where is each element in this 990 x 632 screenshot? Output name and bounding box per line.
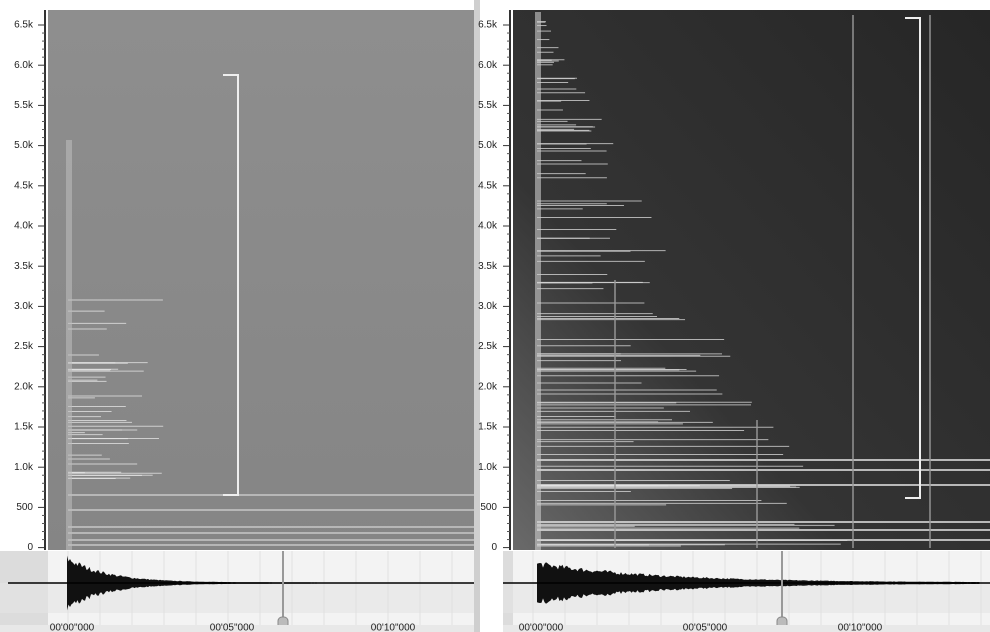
time-label: 00'10"000 — [371, 623, 416, 632]
y-tick-label: 2.5k — [478, 341, 498, 352]
y-tick-label: 3.5k — [478, 261, 498, 272]
y-tick-label: 4.5k — [478, 180, 498, 191]
y-tick-label: 5.5k — [478, 100, 498, 111]
y-tick-label: 5.5k — [14, 100, 34, 111]
time-label: 00'00"000 — [519, 623, 564, 632]
y-tick-label: 5.0k — [14, 140, 34, 151]
y-tick-label: 4.5k — [14, 180, 34, 191]
y-tick-label: 6.5k — [14, 20, 34, 31]
y-tick-label: 1.5k — [14, 422, 34, 433]
timeline — [503, 625, 990, 632]
y-tick-label: 1.0k — [14, 462, 34, 473]
y-tick-label: 1.5k — [478, 422, 498, 433]
y-tick-label: 6.0k — [14, 60, 34, 71]
spectrogram-window: 6.5k 6.0k 5.5k 5.0k 4.5k 4.0k 3.5k 3.0k 2.5k 2.0k… — [0, 0, 990, 632]
onset — [535, 12, 541, 550]
y-tick-label: 2.5k — [14, 341, 34, 352]
y-tick-label: 2.0k — [478, 381, 498, 392]
y-tick-label: 6.5k — [478, 20, 498, 31]
spectrogram-right — [513, 10, 990, 550]
y-tick-label: 3.0k — [14, 301, 34, 312]
time-label: 00'00"000 — [50, 623, 95, 632]
y-tick-label: 500 — [16, 502, 33, 513]
y-tick-label: 1.0k — [478, 462, 498, 473]
time-label: 00'10"000 — [838, 623, 883, 632]
y-tick-label: 3.5k — [14, 261, 34, 272]
divider — [474, 0, 480, 632]
spectrogram-left — [48, 10, 474, 550]
y-tick-label: 0 — [491, 542, 497, 553]
onset — [66, 140, 72, 550]
y-tick-label: 500 — [480, 502, 497, 513]
time-label: 00'05"000 — [683, 623, 728, 632]
time-label: 00'05"000 — [210, 623, 255, 632]
y-tick-label: 4.0k — [478, 221, 498, 232]
y-tick-label: 3.0k — [478, 301, 498, 312]
y-tick-label: 6.0k — [478, 60, 498, 71]
y-tick-label: 2.0k — [14, 381, 34, 392]
y-tick-label: 5.0k — [478, 140, 498, 151]
y-tick-label: 4.0k — [14, 221, 34, 232]
